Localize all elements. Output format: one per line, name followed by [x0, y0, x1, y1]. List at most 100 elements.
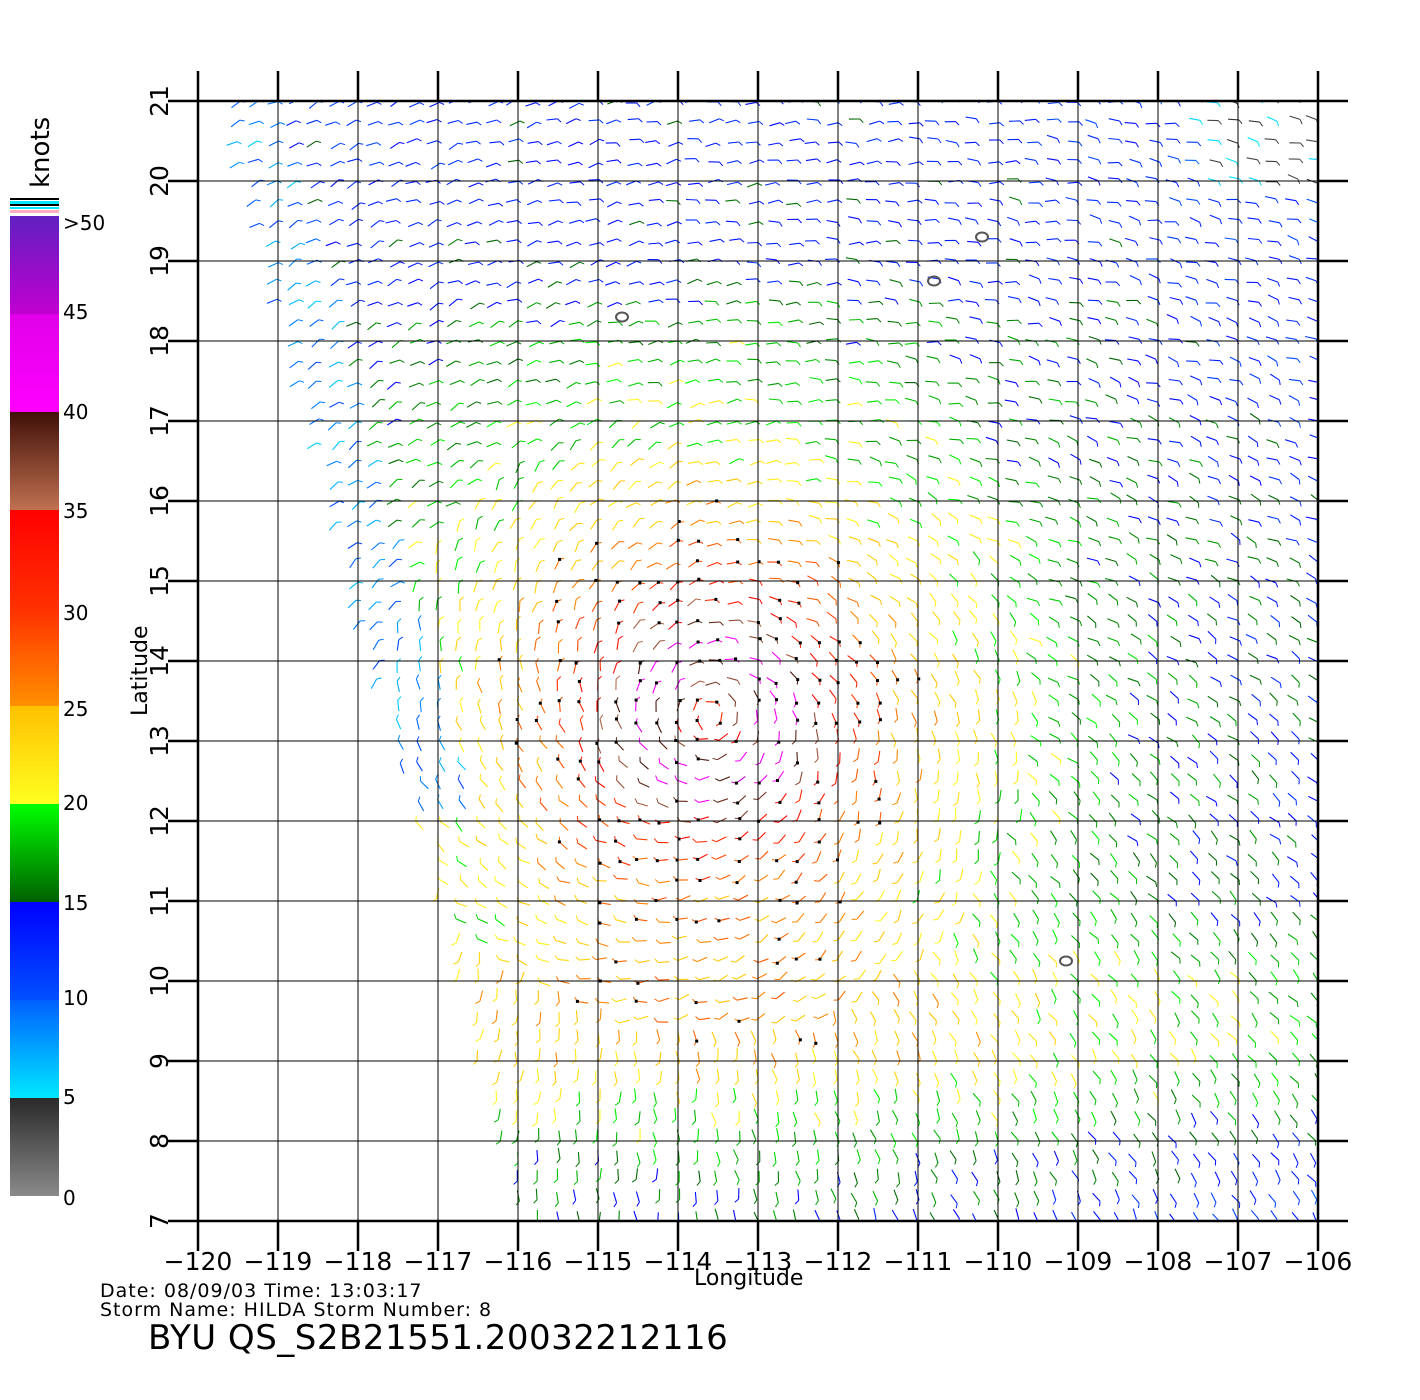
- wind-barb: [586, 320, 597, 327]
- wind-barb: [627, 398, 639, 401]
- wind-barb-tick: [277, 220, 283, 223]
- wind-barb: [868, 537, 879, 543]
- wind-barb: [1106, 456, 1118, 462]
- wind-barb: [726, 300, 738, 305]
- wind-barb: [1087, 299, 1099, 302]
- wind-barb: [1311, 1094, 1318, 1103]
- wind-barb: [493, 520, 500, 531]
- wind-barb-tick: [416, 714, 421, 720]
- wind-barb: [1207, 1152, 1217, 1161]
- wind-barb: [1206, 278, 1217, 284]
- wind-barb-tick: [375, 519, 382, 522]
- wind-barb: [610, 541, 620, 550]
- wind-barb-tick: [658, 757, 661, 763]
- wind-barb: [1109, 853, 1118, 863]
- wind-barb: [478, 880, 488, 889]
- wind-barb-tick: [336, 460, 342, 464]
- wind-barb: [847, 458, 859, 461]
- wind-barb: [706, 542, 718, 547]
- wind-barb-tick: [1116, 878, 1119, 884]
- wind-barb-tick: [1158, 219, 1163, 225]
- rain-flag: [674, 721, 678, 724]
- wind-barb-tick: [579, 219, 585, 224]
- wind-barb: [1269, 713, 1279, 722]
- wind-barb-tick: [774, 1079, 778, 1085]
- wind-barb: [1111, 752, 1120, 762]
- wind-barb: [636, 918, 648, 922]
- wind-barb-tick: [1135, 602, 1139, 608]
- wind-barb-tick: [1057, 442, 1061, 448]
- wind-barb: [856, 1091, 860, 1103]
- wind-barb-tick: [872, 862, 878, 865]
- wind-barb: [949, 354, 961, 360]
- wind-barb-tick: [597, 675, 602, 680]
- wind-barb-tick: [974, 841, 979, 846]
- wind-barb: [632, 642, 639, 653]
- rain-flag: [774, 637, 778, 641]
- wind-barb-tick: [1319, 223, 1321, 228]
- wind-barb-tick: [1219, 722, 1221, 728]
- wind-barb: [459, 879, 469, 888]
- wind-barb-tick: [1057, 381, 1062, 387]
- wind-barb-tick: [715, 1079, 720, 1085]
- wind-barb-tick: [877, 522, 881, 528]
- wind-barb: [289, 220, 298, 229]
- wind-barb: [910, 612, 919, 623]
- wind-barb-tick: [538, 341, 544, 345]
- wind-barb-tick: [775, 1122, 780, 1128]
- wind-barb: [669, 460, 679, 469]
- wind-barb-tick: [736, 1141, 741, 1146]
- wind-barb-tick: [539, 538, 546, 540]
- wind-barb: [856, 748, 860, 760]
- wind-barb: [1013, 970, 1021, 981]
- wind-barb: [449, 379, 461, 386]
- wind-barb: [1108, 536, 1120, 541]
- wind-barb: [1109, 357, 1121, 361]
- wind-barb: [1069, 616, 1081, 622]
- wind-barb-tick: [517, 320, 523, 323]
- wind-barb: [610, 462, 618, 472]
- wind-barb-tick: [979, 358, 983, 364]
- wind-barb-tick: [1298, 1021, 1301, 1027]
- wind-barb: [509, 519, 517, 529]
- rain-flag: [618, 599, 622, 603]
- wind-barb: [495, 479, 500, 491]
- wind-barb-tick: [357, 358, 363, 361]
- wind-barb-tick: [1116, 521, 1120, 527]
- wind-barb-tick: [1019, 421, 1023, 426]
- wind-barb-tick: [956, 602, 959, 608]
- wind-barb: [1226, 296, 1238, 302]
- wind-barb: [826, 611, 837, 620]
- wind-barb-tick: [1198, 839, 1201, 845]
- wind-barb-tick: [798, 521, 803, 527]
- wind-barb-tick: [954, 702, 957, 708]
- rain-flag: [758, 637, 762, 641]
- wind-barb: [930, 553, 941, 560]
- wind-barb: [632, 518, 641, 528]
- wind-barb-tick: [892, 882, 898, 885]
- wind-barb: [892, 690, 900, 701]
- wind-barb-tick: [737, 680, 741, 685]
- wind-barb-tick: [954, 640, 958, 646]
- wind-barb: [1128, 575, 1140, 582]
- wind-barb: [1229, 774, 1238, 784]
- wind-barb-tick: [855, 1080, 860, 1085]
- wind-barb: [615, 622, 620, 634]
- wind-barb: [1014, 1192, 1020, 1204]
- wind-barb: [1072, 990, 1081, 1000]
- wind-barb: [851, 1008, 858, 1020]
- wind-barb-tick: [696, 219, 701, 225]
- wind-barb-tick: [1036, 841, 1038, 847]
- wind-barb-tick: [1278, 399, 1282, 405]
- wind-barb-tick: [1216, 440, 1219, 446]
- wind-barb-tick: [1033, 701, 1037, 707]
- wind-barb-tick: [497, 498, 503, 501]
- wind-barb-tick: [977, 1120, 981, 1126]
- wind-barb: [1310, 494, 1318, 501]
- wind-barb: [499, 970, 504, 982]
- wind-barb-tick: [1057, 462, 1060, 468]
- wind-barb-tick: [773, 821, 779, 823]
- wind-barb: [738, 854, 749, 862]
- wind-barb: [636, 1000, 648, 1003]
- wind-barb: [873, 770, 877, 782]
